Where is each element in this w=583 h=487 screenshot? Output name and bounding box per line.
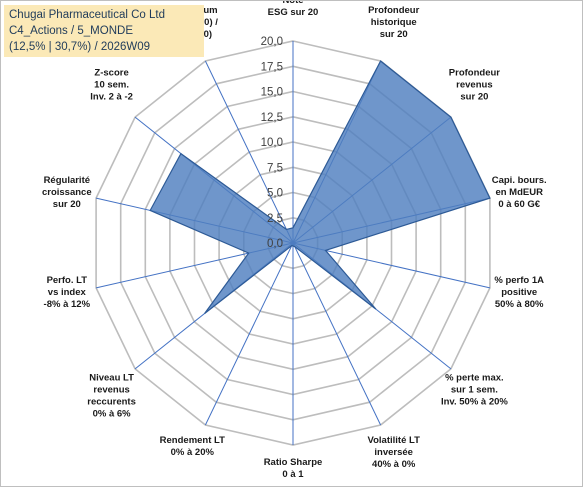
axis-label: % perfo 1A positive 50% à 80% [494, 275, 544, 310]
radial-tick-label: 15,0 [261, 87, 283, 99]
axis-label: Z-score 10 sem. Inv. 2 à -2 [90, 67, 133, 102]
axis-label: Profondeur historique sur 20 [368, 5, 419, 40]
spoke-line [204, 60, 294, 244]
chart-title-box: Chugai Pharmaceutical Co Ltd C4_Actions … [4, 5, 204, 57]
axis-label: Perfo. LT vs index -8% à 12% [44, 275, 91, 310]
axis-label: % perte max. sur 1 sem. Inv. 50% à 20% [441, 373, 508, 408]
axis-label: Rendement LT 0% à 20% [160, 435, 225, 458]
radial-tick-label: 17,5 [261, 61, 283, 73]
spoke-line [204, 242, 294, 426]
axis-label: Régularité croissance sur 20 [42, 175, 92, 210]
spoke-line [292, 242, 382, 426]
axis-label: Ratio Sharpe 0 à 1 [264, 457, 323, 480]
radial-tick-label: 0,0 [267, 238, 283, 250]
radar-series [149, 60, 491, 314]
series-area [149, 60, 491, 314]
radial-tick-label: 2,5 [267, 213, 283, 225]
radial-tick-label: 12,5 [261, 112, 283, 124]
axis-label: Volatilité LT inversée 40% à 0% [367, 435, 420, 470]
title-line-period: (12,5% | 30,7%) / 2026W09 [9, 41, 151, 53]
radial-tick-label: 20,0 [261, 36, 283, 48]
radial-tick-label: 10,0 [261, 137, 283, 149]
axis-label: NoteESG sur 20 [268, 1, 319, 18]
title-line-category: C4_Actions / 5_MONDE [9, 25, 133, 37]
radial-tick-label: 5,0 [267, 188, 283, 200]
title-line-company: Chugai Pharmaceutical Co Ltd [9, 9, 165, 21]
radial-tick-labels: 0,0 2,5 5,0 7,5 10,0 12,5 15,0 17,5 20,0 [261, 36, 283, 250]
axis-label: Niveau LT revenus reccurents 0% à 6% [87, 373, 136, 420]
radial-tick-label: 7,5 [267, 162, 283, 174]
axis-label: Capi. bours. en MdEUR 0 à 60 G€ [492, 175, 547, 210]
axis-label: Profondeur revenus sur 20 [449, 67, 500, 102]
